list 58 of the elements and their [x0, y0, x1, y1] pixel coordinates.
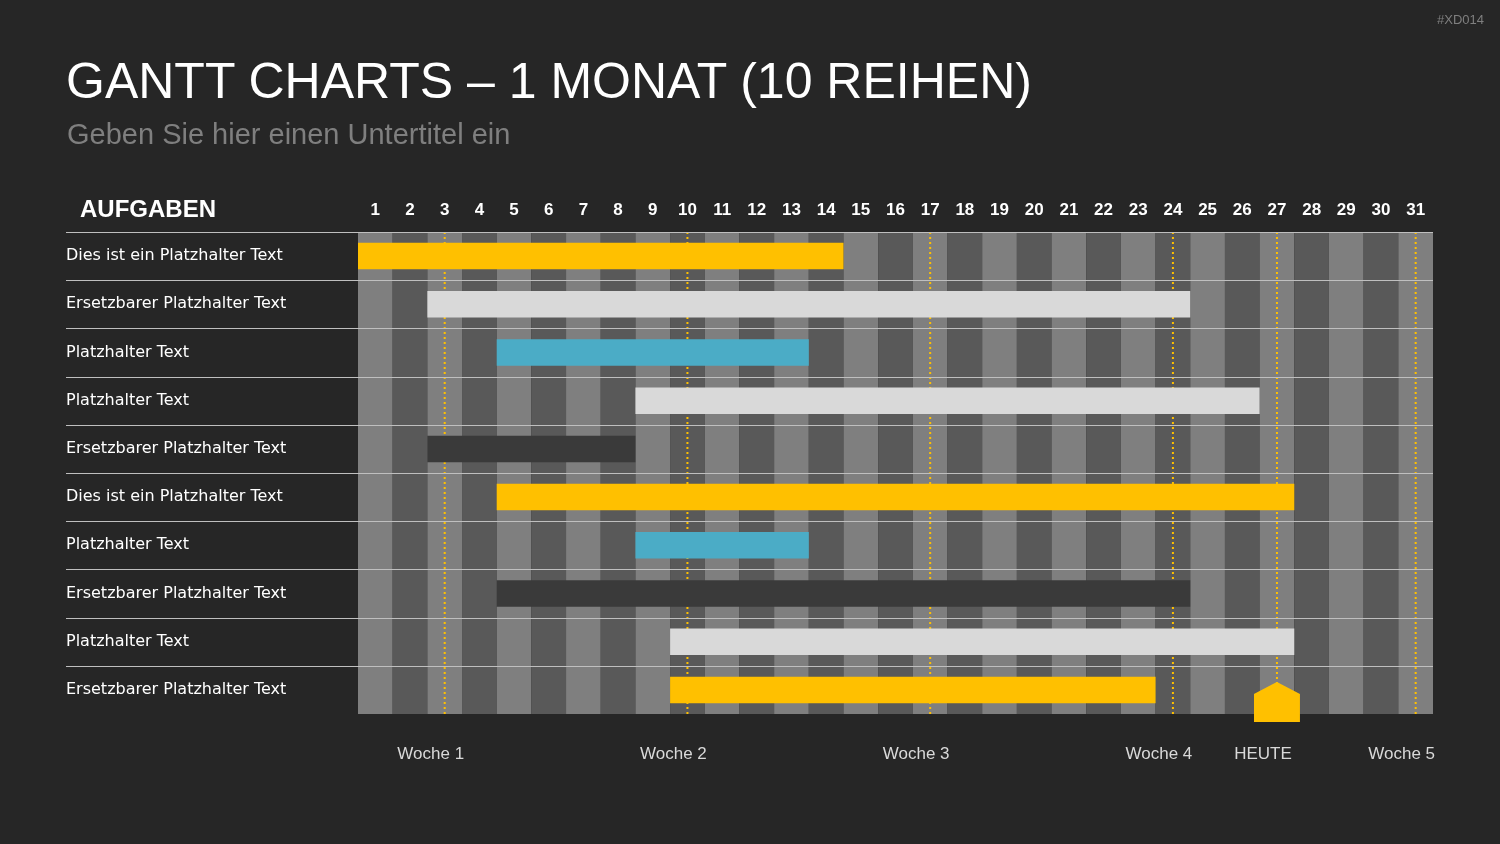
chart-title: GANTT CHARTS – 1 MONAT (10 REIHEN): [66, 52, 1032, 110]
x-tick-label: 6: [543, 200, 554, 220]
y-tick-label: Ersetzbarer Platzhalter Text: [66, 293, 287, 313]
y-axis-title: AUFGABEN: [80, 194, 216, 222]
ref-line-label: Woche 5: [1368, 743, 1436, 763]
bar: [635, 387, 1260, 414]
x-tick-label: 4: [474, 200, 485, 220]
x-tick-label: 22: [1094, 200, 1114, 220]
x-tick-label: 28: [1302, 200, 1322, 220]
ref-line-label: Woche 4: [1125, 743, 1193, 763]
x-tick-label: 1: [370, 200, 381, 220]
x-tick-label: 19: [990, 200, 1009, 220]
x-tick-label: 20: [1024, 200, 1044, 220]
x-tick-label: 25: [1198, 200, 1218, 220]
y-tick-label: Platzhalter Text: [66, 630, 190, 650]
y-tick-label: Ersetzbarer Platzhalter Text: [66, 438, 287, 458]
x-tick-label: 3: [439, 200, 450, 220]
chart-subtitle: Geben Sie hier einen Untertitel ein: [67, 118, 511, 151]
y-tick-label: Platzhalter Text: [66, 389, 190, 409]
x-tick-label: 14: [816, 200, 837, 220]
ref-line-label: Woche 2: [640, 743, 707, 763]
ref-line-label: Woche 1: [397, 743, 465, 763]
x-tick-label: 30: [1371, 200, 1391, 220]
y-tick-label: Ersetzbarer Platzhalter Text: [66, 582, 287, 602]
x-tick-label: 18: [955, 200, 975, 220]
x-tick-label: 26: [1232, 200, 1252, 220]
x-tick-label: 5: [509, 200, 519, 220]
x-tick-label: 11: [713, 200, 732, 220]
x-tick-label: 9: [648, 200, 658, 220]
bar: [635, 532, 809, 559]
ref-line-label: HEUTE: [1234, 743, 1292, 763]
x-tick-label: 23: [1128, 200, 1148, 220]
x-tick-label: 21: [1059, 200, 1079, 220]
x-tick-label: 8: [613, 200, 623, 220]
x-tick-label: 12: [747, 200, 767, 220]
bar: [496, 580, 1191, 607]
x-tick-label: 15: [851, 200, 871, 220]
x-tick-label: 31: [1406, 200, 1426, 220]
bar: [670, 628, 1295, 655]
x-tick-label: 29: [1336, 200, 1356, 220]
y-tick-label: Dies ist ein Platzhalter Text: [66, 486, 283, 506]
bar: [427, 435, 636, 463]
bar: [496, 339, 809, 366]
x-tick-label: 17: [920, 200, 940, 220]
x-tick-label: 2: [405, 200, 415, 220]
text: #XD014: [1437, 12, 1484, 27]
ref-line-label: Woche 3: [882, 743, 950, 763]
y-tick-label: Platzhalter Text: [66, 534, 190, 554]
y-tick-label: Platzhalter Text: [66, 341, 190, 361]
bar: [427, 291, 1191, 318]
x-tick-label: 24: [1163, 200, 1183, 220]
x-tick-label: 27: [1267, 200, 1287, 220]
x-tick-label: 10: [677, 200, 697, 220]
x-tick-label: 7: [578, 200, 589, 220]
y-tick-label: Dies ist ein Platzhalter Text: [66, 245, 283, 265]
y-tick-label: Ersetzbarer Platzhalter Text: [66, 679, 287, 699]
x-tick-label: 13: [782, 200, 801, 220]
x-tick-label: 16: [886, 200, 905, 220]
